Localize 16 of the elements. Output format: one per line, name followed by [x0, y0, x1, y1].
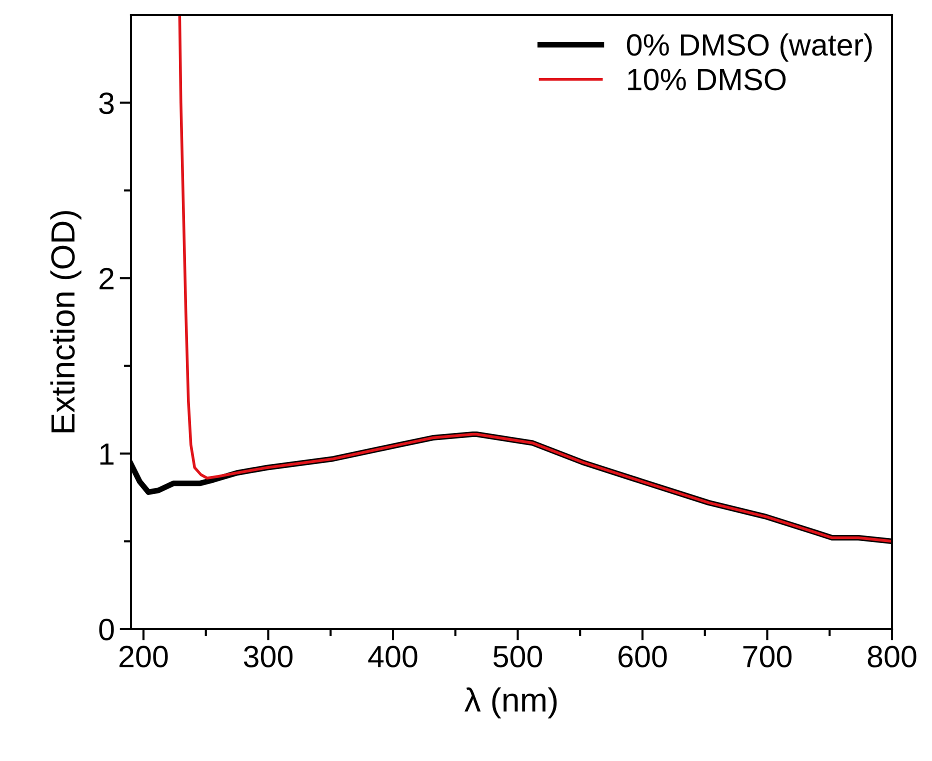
x-tick-label: 300: [244, 646, 293, 668]
legend-label: 10% DMSO: [628, 68, 786, 90]
y-tick-label: 1: [100, 444, 114, 465]
y-axis-title: Extinction (OD): [50, 211, 82, 432]
legend-label: 0% DMSO (water): [626, 33, 872, 62]
x-tick-label: 500: [493, 646, 542, 668]
x-tick-label: 800: [868, 646, 916, 668]
x-axis-title: λ (nm): [464, 687, 557, 718]
x-tick-label: 400: [368, 646, 418, 668]
x-tick-label: 700: [743, 646, 792, 668]
line-series: [178, 15, 892, 543]
x-tick-label: 200: [120, 646, 168, 668]
y-tick-label: 2: [100, 268, 114, 290]
x-tick-label: 600: [618, 646, 667, 668]
y-tick-label: 3: [99, 92, 114, 114]
y-tick-label: 0: [99, 618, 114, 640]
